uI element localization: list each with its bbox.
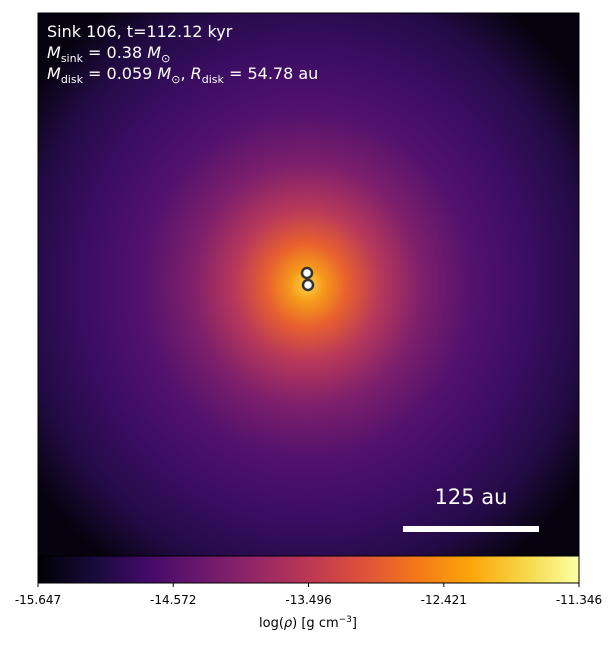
- colorbar-ticks: -15.647 -14.572 -13.496 -12.421 -11.346: [15, 583, 602, 607]
- annotation: Sink 106, t=112.12 kyr Msink = 0.38 M⊙ M…: [47, 22, 318, 86]
- text: ⊙: [171, 73, 180, 86]
- text: = 54.78 au: [224, 64, 318, 83]
- annotation-line: Sink 106, t=112.12 kyr: [47, 22, 233, 41]
- colorbar-label: log(ρ) [g cm−3]: [259, 615, 357, 631]
- text: ρ: [284, 616, 293, 631]
- sink: [301, 278, 315, 292]
- colorbar: [37, 555, 580, 584]
- text: ]: [352, 616, 357, 631]
- text: R: [191, 64, 202, 83]
- text: sink: [61, 52, 84, 65]
- annotation-line: Msink = 0.38 M⊙: [47, 43, 170, 65]
- tick-label: -13.496: [285, 593, 331, 607]
- tick-label: -14.572: [150, 593, 196, 607]
- text: log(: [259, 616, 284, 631]
- text: ,: [180, 64, 190, 83]
- text: disk: [61, 73, 84, 86]
- text: = 0.38: [83, 43, 147, 62]
- annotation-line: Mdisk = 0.059 M⊙, Rdisk = 54.78 au: [47, 64, 318, 86]
- tick-label: -11.346: [556, 593, 602, 607]
- text: ) [g cm: [292, 616, 338, 631]
- text: M: [47, 64, 61, 83]
- tick-label: -15.647: [15, 593, 61, 607]
- text: −3: [339, 615, 352, 625]
- text: ⊙: [161, 52, 170, 65]
- tick-label: -12.421: [421, 593, 467, 607]
- text: M: [157, 64, 171, 83]
- text: disk: [202, 73, 225, 86]
- text: Sink 106, t=112.12 kyr: [47, 22, 233, 41]
- sink: [300, 266, 314, 280]
- text: M: [47, 43, 61, 62]
- text: = 0.059: [83, 64, 157, 83]
- scale-bar-label: 125 au: [435, 485, 508, 509]
- text: M: [147, 43, 161, 62]
